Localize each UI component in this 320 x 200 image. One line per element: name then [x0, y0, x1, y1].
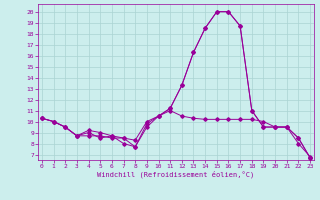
- X-axis label: Windchill (Refroidissement éolien,°C): Windchill (Refroidissement éolien,°C): [97, 171, 255, 178]
